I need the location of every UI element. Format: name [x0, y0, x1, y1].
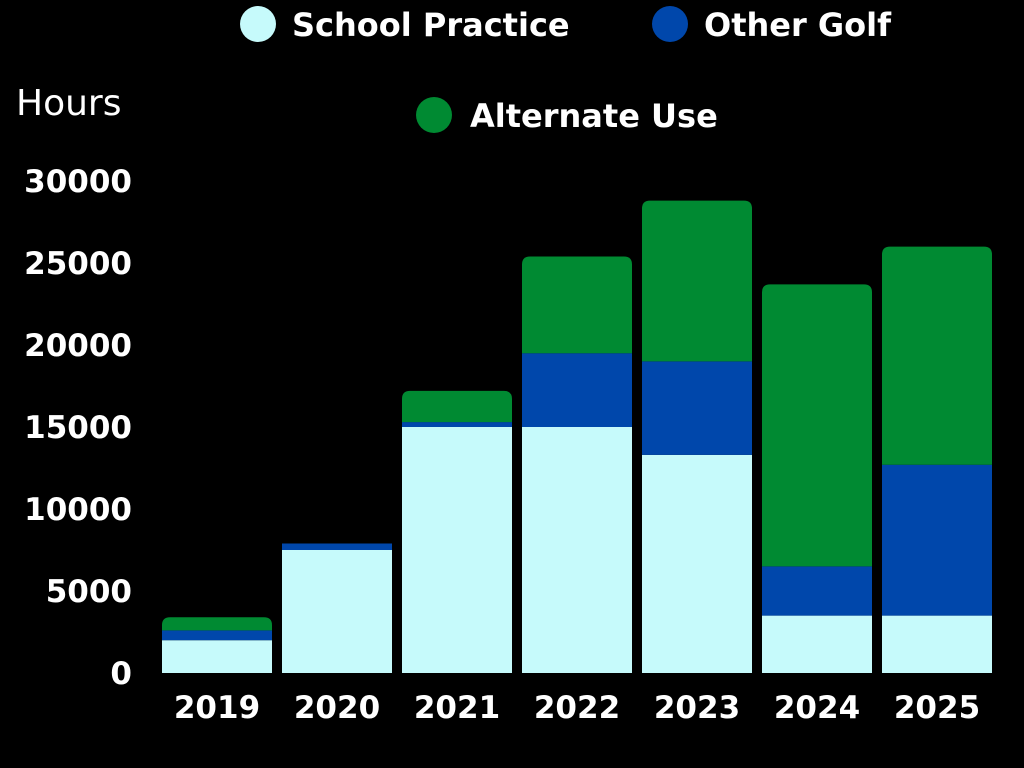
bar-2023-other-golf: [642, 361, 752, 455]
bar-2020-school-practice: [282, 550, 392, 673]
x-tick-label-2019: 2019: [174, 690, 260, 726]
bars: [162, 200, 992, 673]
y-tick-label-10000: 10000: [24, 492, 132, 528]
x-tick-label-2021: 2021: [414, 690, 500, 726]
x-tick-label-2023: 2023: [654, 690, 740, 726]
y-tick-label-20000: 20000: [24, 328, 132, 364]
bar-2025-school-practice: [882, 615, 992, 673]
y-axis-ticks: 0 5000 10000 15000 20000 25000 30000: [24, 164, 132, 692]
bar-2023-alternate-use: [642, 200, 752, 362]
y-tick-label-30000: 30000: [24, 164, 132, 200]
bar-2024-school-practice: [762, 615, 872, 673]
x-tick-label-2025: 2025: [894, 690, 980, 726]
y-axis-title: Hours: [16, 83, 121, 124]
legend-label-school-practice: School Practice: [292, 6, 570, 44]
legend-label-alternate-use: Alternate Use: [470, 97, 718, 135]
bar-2025-alternate-use: [882, 246, 992, 465]
bar-2022-other-golf: [522, 353, 632, 427]
bar-2019-other-golf: [162, 630, 272, 641]
x-axis-ticks: 2019 2020 2021 2022 2023 2024 2025: [174, 690, 980, 726]
legend-swatch-other-golf: [652, 6, 688, 42]
bar-2020-other-golf: [282, 543, 392, 550]
bar-2024-alternate-use: [762, 284, 872, 567]
bar-2021-other-golf: [402, 422, 512, 427]
legend-swatch-alternate-use: [416, 97, 452, 133]
legend-swatch-school-practice: [240, 6, 276, 42]
bar-2021-school-practice: [402, 427, 512, 673]
bar-2022-alternate-use: [522, 256, 632, 354]
y-tick-label-15000: 15000: [24, 410, 132, 446]
bar-2019-school-practice: [162, 640, 272, 673]
legend-label-other-golf: Other Golf: [704, 6, 892, 44]
bar-2025-other-golf: [882, 464, 992, 616]
bar-2021-alternate-use: [402, 390, 512, 423]
legend: School Practice Other Golf Alternate Use: [240, 6, 892, 135]
y-tick-label-25000: 25000: [24, 246, 132, 282]
bar-2024-other-golf: [762, 566, 872, 616]
x-tick-label-2022: 2022: [534, 690, 620, 726]
x-tick-label-2020: 2020: [294, 690, 380, 726]
bar-2022-school-practice: [522, 427, 632, 673]
bar-2019-alternate-use: [162, 617, 272, 631]
x-tick-label-2024: 2024: [774, 690, 860, 726]
y-tick-label-0: 0: [110, 656, 132, 692]
y-tick-label-5000: 5000: [46, 574, 132, 610]
bar-2023-school-practice: [642, 454, 752, 673]
